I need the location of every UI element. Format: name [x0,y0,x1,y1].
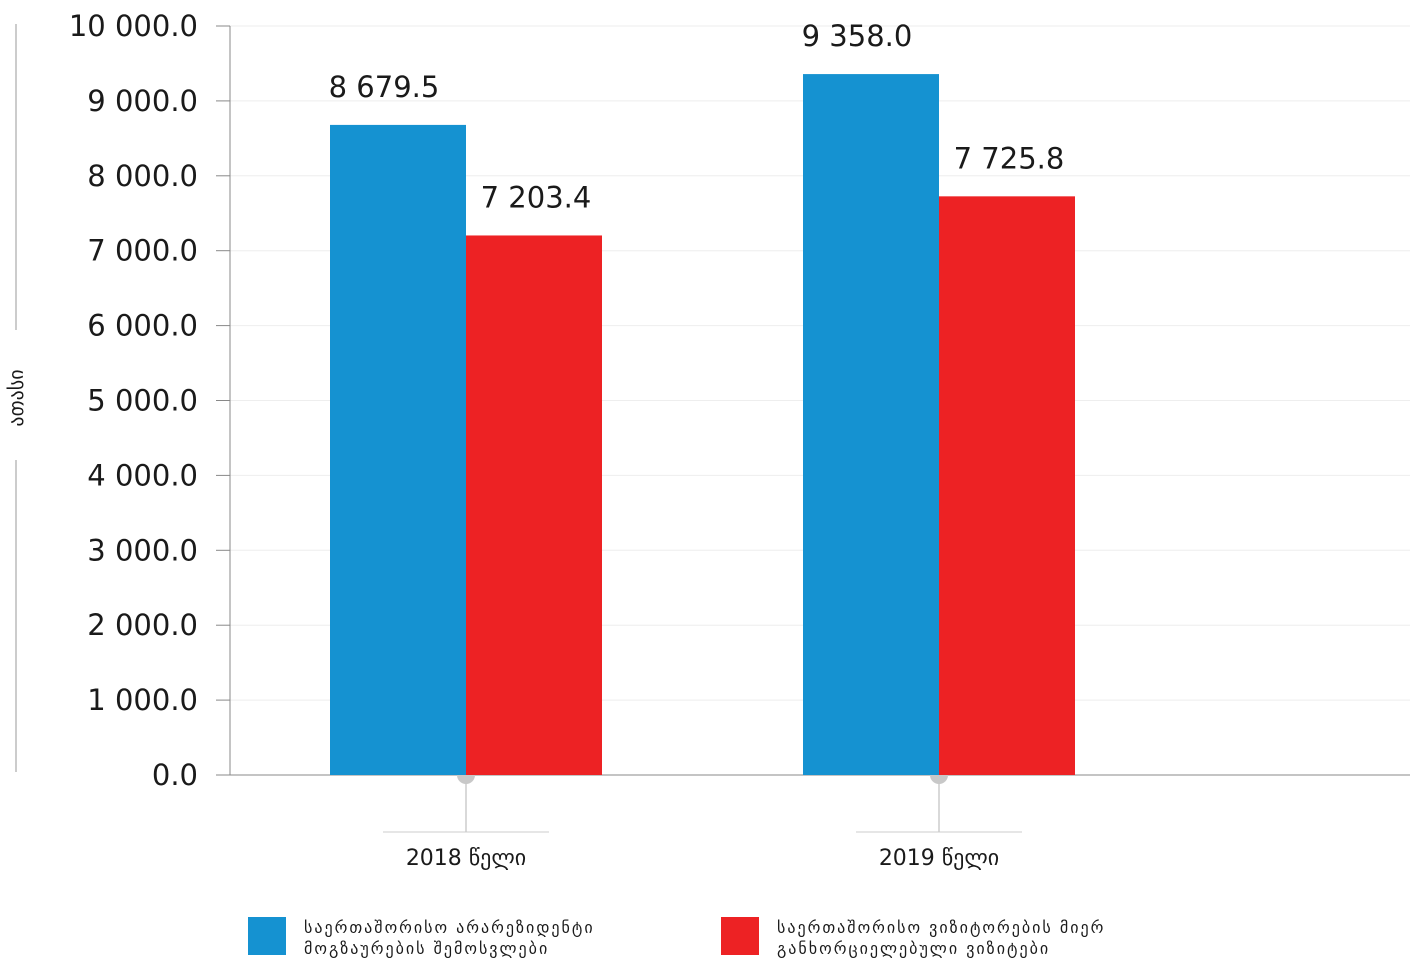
legend-swatch-blue [248,917,286,955]
y-axis-title: ათასი [4,369,28,426]
y-tick-label: 4 000.0 [87,458,198,492]
bar-blue-2 [803,74,939,775]
y-tick-label: 6 000.0 [87,309,198,343]
y-tick-label: 2 000.0 [87,608,198,642]
legend-label: საერთაშორისო ვიზიტორების მიერ განხორციელ… [777,918,1106,958]
data-label: 7 203.4 [481,180,592,214]
legend: საერთაშორისო არარეზიდენტი მოგზაურების შე… [248,917,1194,959]
bar-red-1 [466,235,602,776]
y-tick-label: 0.0 [152,758,198,792]
x-category-label: 2019 წელი [879,846,999,871]
y-tick-label: 8 000.0 [87,159,198,193]
labels: 0.0 1 000.0 2 000.0 3 000.0 4 000.0 5 000.0 6 … [4,9,1064,871]
x-category-label: 2018 წელი [406,846,526,871]
legend-item-series-1: საერთაშორისო არარეზიდენტი მოგზაურების შე… [248,917,721,959]
bars [330,74,1075,776]
y-tick-label: 9 000.0 [87,84,198,118]
bar-blue-1 [330,124,466,775]
axes [15,24,1410,833]
bar-chart: 0.0 1 000.0 2 000.0 3 000.0 4 000.0 5 000.0 6 … [4,9,1410,871]
y-tick-label: 5 000.0 [87,384,198,418]
data-label: 7 725.8 [954,141,1065,175]
legend-item-series-2: საერთაშორისო ვიზიტორების მიერ განხორციელ… [721,917,1194,959]
bar-red-2 [939,196,1075,775]
legend-swatch-red [721,917,759,955]
data-label: 9 358.0 [802,19,913,53]
data-label: 8 679.5 [329,70,440,104]
y-tick-label: 1 000.0 [87,683,198,717]
y-tick-label: 10 000.0 [69,9,198,43]
legend-label: საერთაშორისო არარეზიდენტი მოგზაურების შე… [304,918,595,958]
y-tick-label: 7 000.0 [87,234,198,268]
y-tick-label: 3 000.0 [87,533,198,567]
